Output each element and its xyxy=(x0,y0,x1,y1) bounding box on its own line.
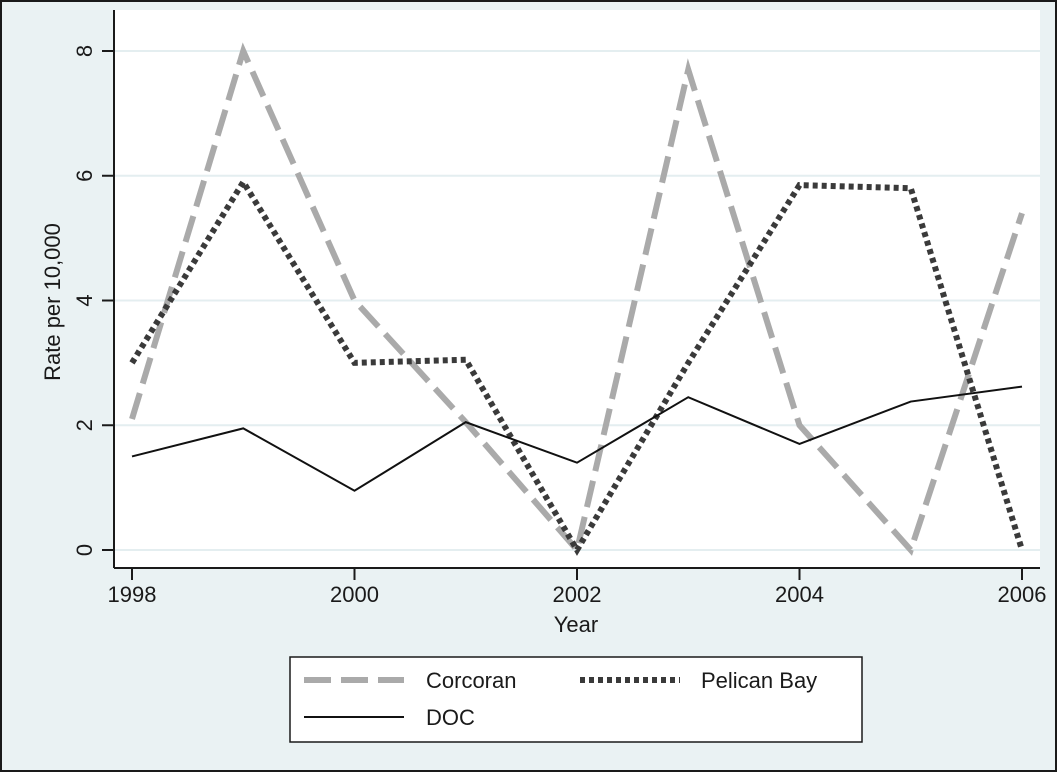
y-ticks: 0 2 4 6 8 xyxy=(72,45,114,556)
x-tick-label: 2002 xyxy=(553,582,602,607)
y-tick-label: 4 xyxy=(72,294,97,306)
legend: Corcoran Pelican Bay DOC xyxy=(289,656,863,743)
y-tick-label: 0 xyxy=(72,544,97,556)
series-lines xyxy=(129,42,1025,557)
series-line-corcoran xyxy=(129,42,1025,557)
y-tick-label: 8 xyxy=(72,45,97,57)
legend-label-pelican-bay: Pelican Bay xyxy=(701,668,817,693)
gridlines xyxy=(114,50,1040,551)
legend-box xyxy=(289,656,863,743)
x-tick-label: 2000 xyxy=(330,582,379,607)
y-axis-label: Rate per 10,000 xyxy=(40,223,65,381)
y-tick-label: 2 xyxy=(72,419,97,431)
y-tick-label: 6 xyxy=(72,170,97,182)
x-tick-label: 2004 xyxy=(775,582,824,607)
legend-label-doc: DOC xyxy=(426,705,475,730)
plot-area xyxy=(114,10,1040,568)
x-tick-label: 2006 xyxy=(998,582,1047,607)
x-axis-label: Year xyxy=(554,612,598,637)
series-line-pelican-bay xyxy=(129,176,1025,556)
series-line-doc xyxy=(131,385,1023,492)
x-tick-label: 1998 xyxy=(108,582,157,607)
legend-label-corcoran: Corcoran xyxy=(426,668,516,693)
x-ticks: 1998 2000 2002 2004 2006 xyxy=(108,568,1047,607)
